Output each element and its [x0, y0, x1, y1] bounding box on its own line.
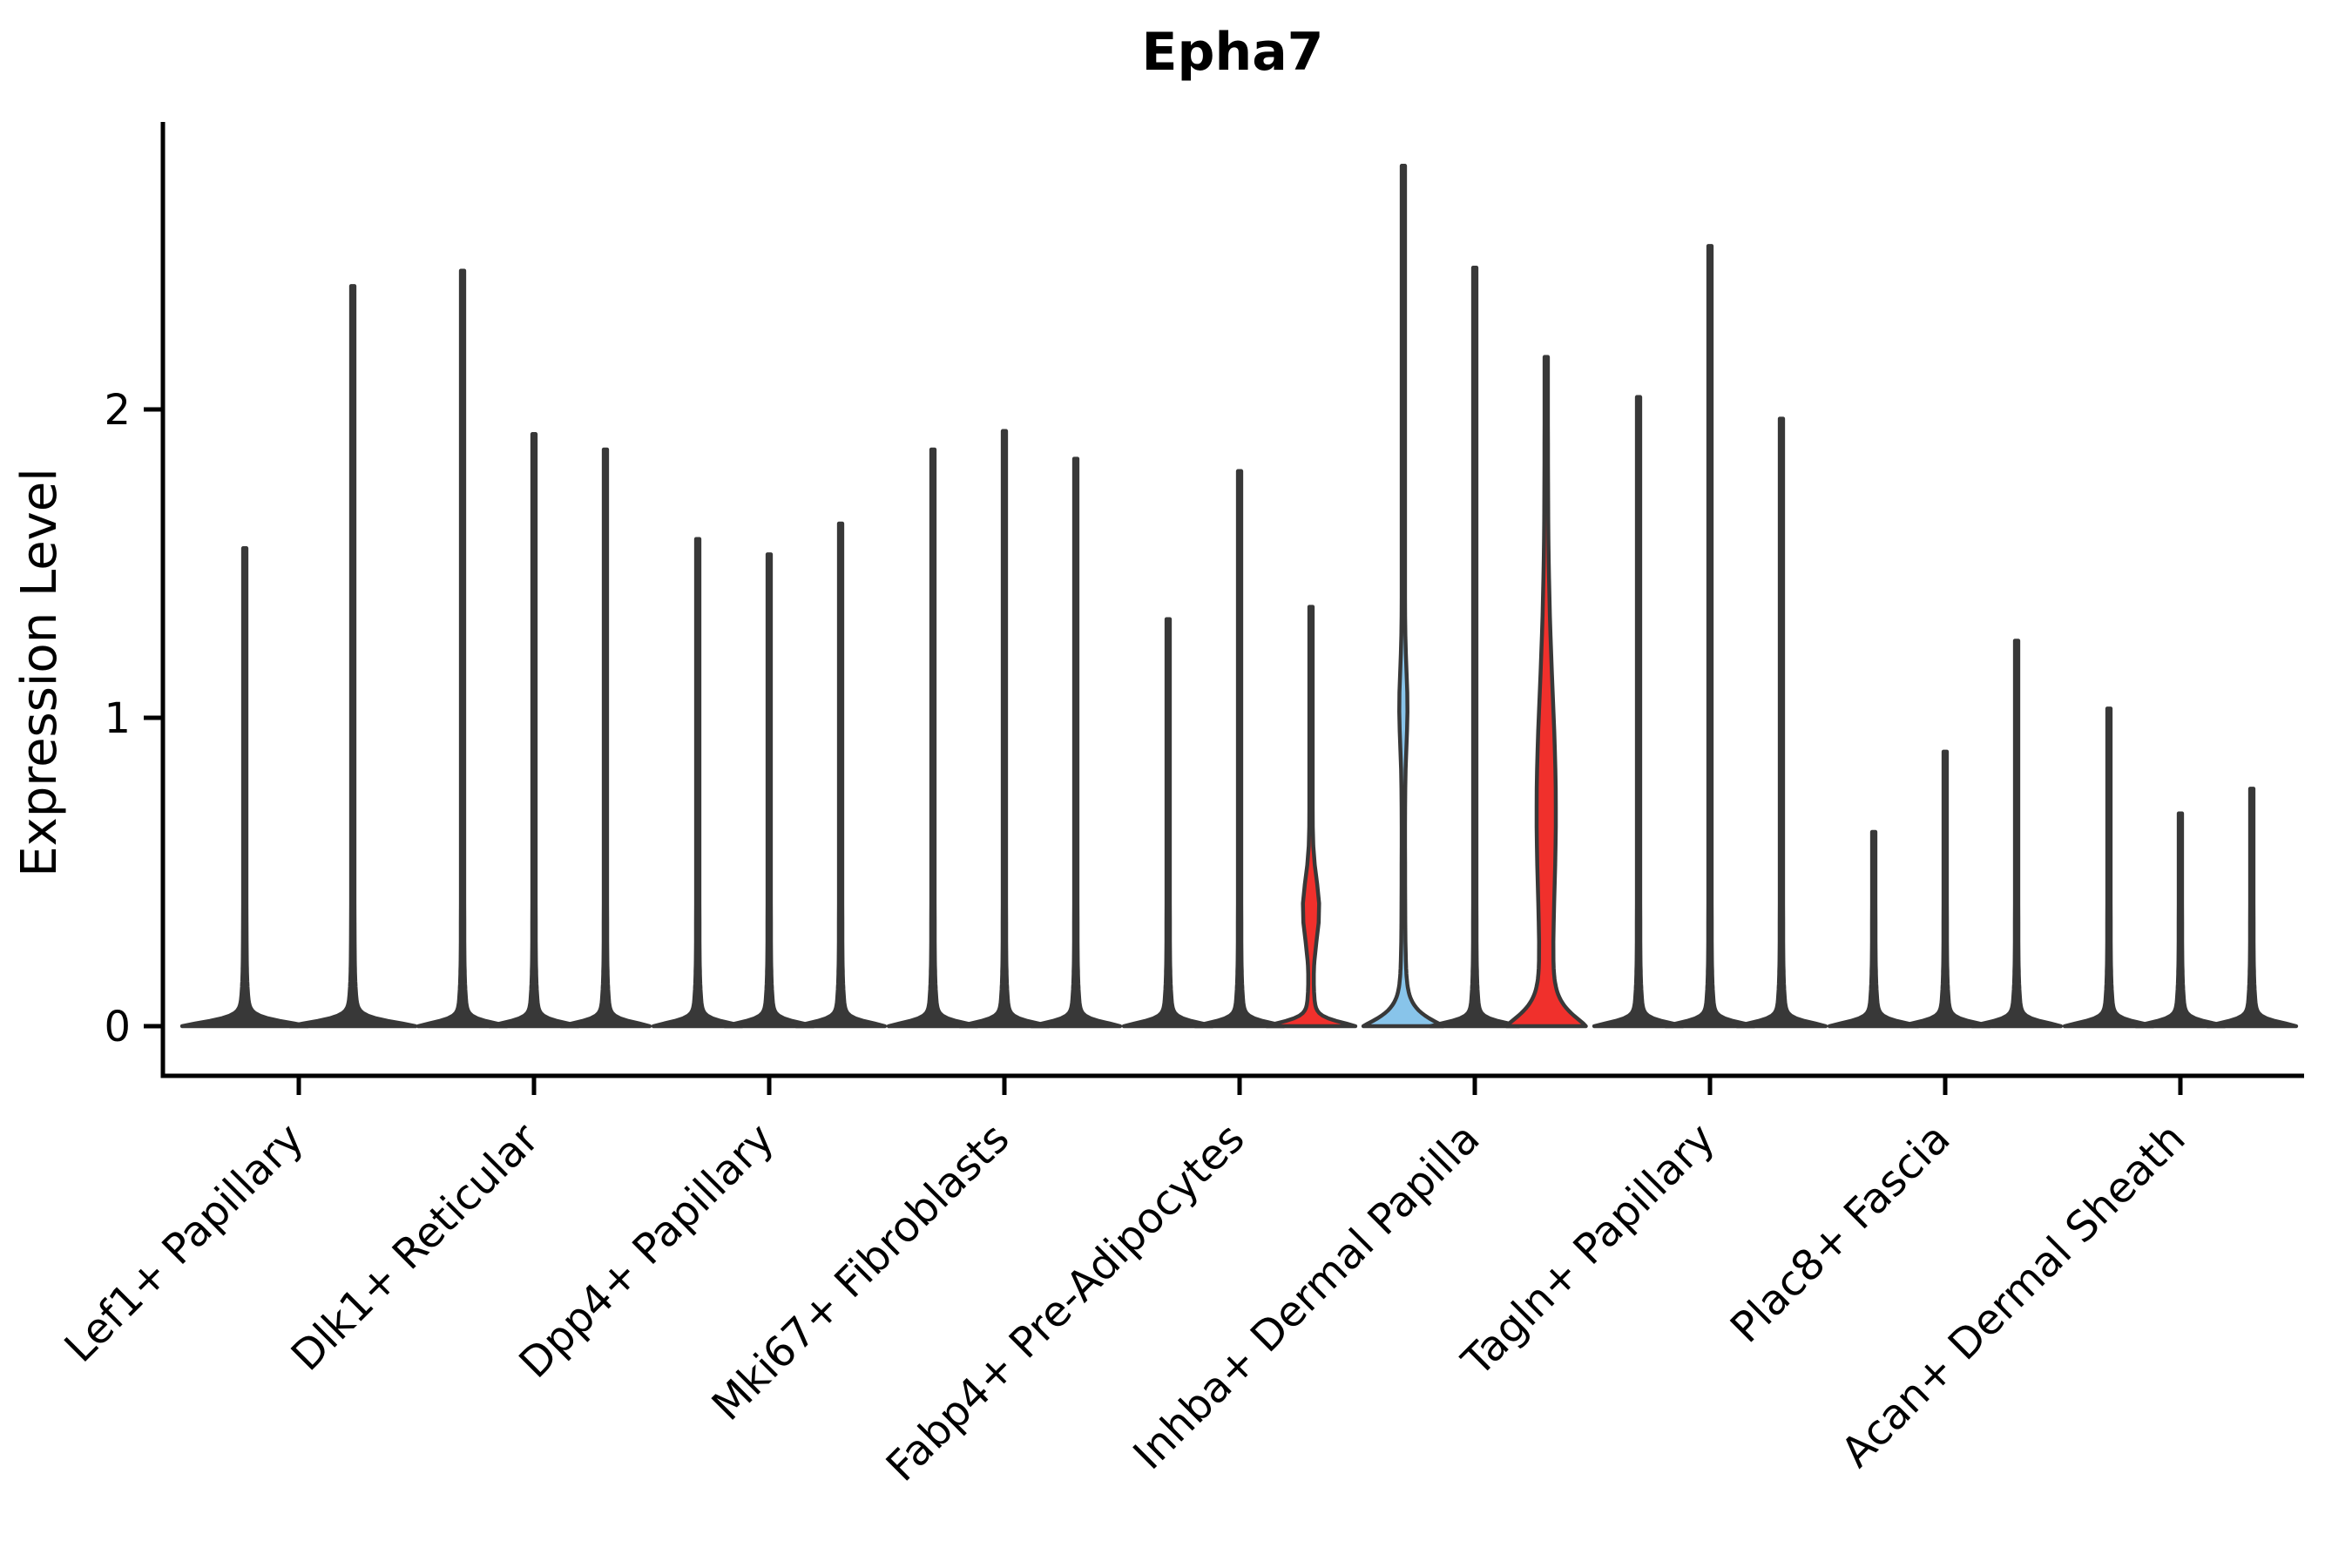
violin-dpp4-papillary-2: [794, 521, 888, 1029]
violin-dpp4-papillary-1: [722, 552, 816, 1029]
violin-mki67-fibroblasts-0: [886, 447, 980, 1029]
violin-tagln-papillary-1: [1663, 244, 1757, 1029]
x-tick-label-0: Lef1+ Papillary: [56, 1114, 314, 1372]
x-ticks: [296, 1076, 2183, 1095]
violin-acan-dermal-sheath-1: [2133, 811, 2227, 1029]
violin-fabp4-pre-adipocytes-0: [1121, 617, 1215, 1029]
x-tick-label-7: Plac8+ Fascia: [1721, 1114, 1960, 1353]
violin-fabp4-pre-adipocytes-2: [1264, 605, 1358, 1029]
violin-plac8-fascia-0: [1827, 829, 1921, 1029]
violin-tagln-papillary-0: [1592, 395, 1686, 1029]
violin-mki67-fibroblasts-1: [957, 429, 1051, 1029]
chart-title: Epha7: [1142, 22, 1324, 83]
violin-acan-dermal-sheath-2: [2205, 787, 2299, 1029]
violin-lef1-papillary-1: [287, 284, 418, 1029]
y-axis-label: Expression Level: [11, 468, 68, 877]
y-tick-label-1: 1: [104, 694, 131, 743]
axis-spines: [160, 122, 2304, 1078]
violin-tagln-papillary-2: [1734, 416, 1828, 1029]
violin-acan-dermal-sheath-0: [2062, 706, 2156, 1029]
y-ticks: [144, 407, 163, 1029]
violin-dpp4-papillary-0: [651, 537, 745, 1029]
violin-inhba-dermal-papilla-1: [1428, 265, 1522, 1029]
x-tick-label-6: Tagln+ Papillary: [1452, 1114, 1724, 1386]
violin-plac8-fascia-1: [1898, 749, 1992, 1029]
violin-fabp4-pre-adipocytes-1: [1193, 469, 1287, 1029]
y-tick-label-0: 0: [104, 1003, 131, 1051]
violin-dlk1-reticular-1: [487, 432, 581, 1029]
violins-layer: [179, 164, 2299, 1029]
violin-dlk1-reticular-2: [558, 447, 652, 1029]
violin-dlk1-reticular-0: [416, 268, 510, 1029]
violin-lef1-papillary-0: [179, 546, 310, 1029]
violin-mki67-fibroblasts-2: [1029, 456, 1123, 1029]
violin-inhba-dermal-papilla-0: [1361, 164, 1446, 1029]
x-tick-label-1: Dlk1+ Reticular: [282, 1114, 549, 1381]
x-tick-label-2: Dpp4+ Papillary: [510, 1114, 783, 1388]
y-tick-label-2: 2: [104, 386, 131, 435]
violin-inhba-dermal-papilla-2: [1504, 355, 1588, 1029]
violin-plac8-fascia-2: [1970, 639, 2064, 1029]
y-tick-labels: 0 1 2: [104, 386, 131, 1051]
